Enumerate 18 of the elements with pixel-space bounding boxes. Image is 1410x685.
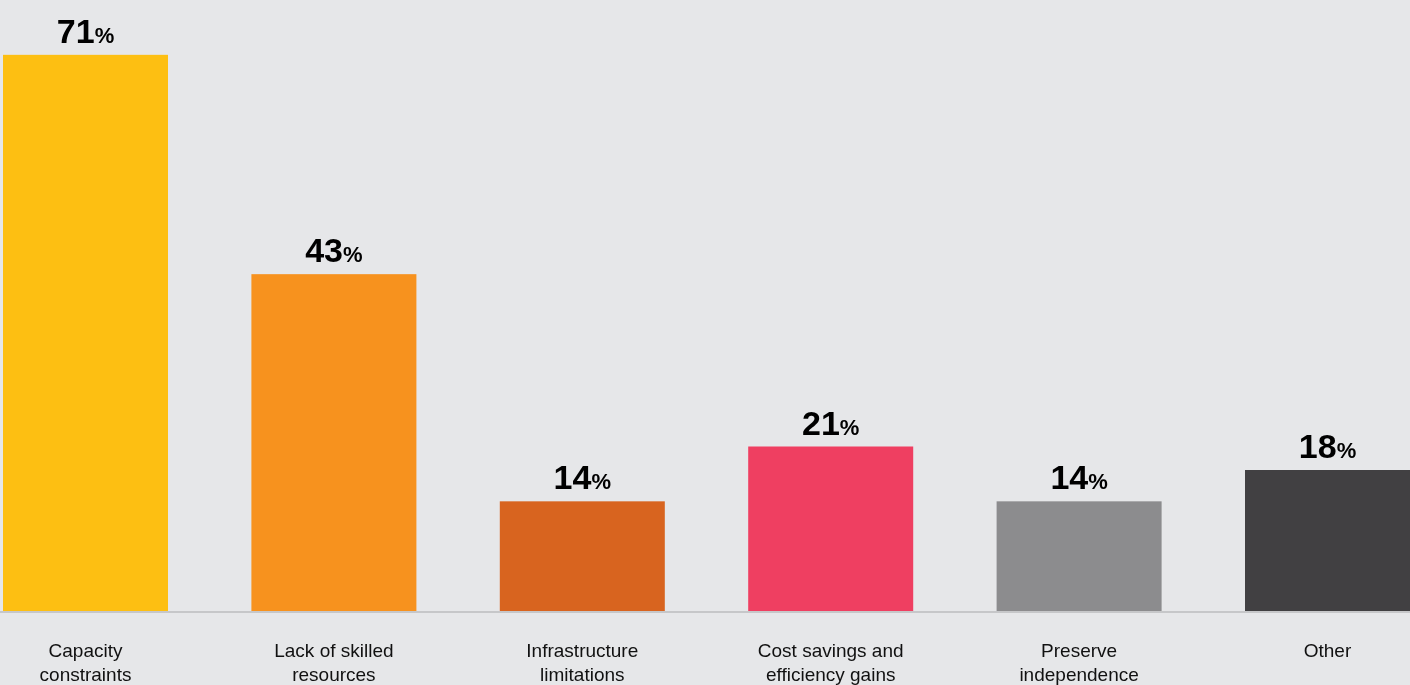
data-label: 71% [56, 11, 115, 50]
bar [3, 54, 168, 611]
bar [996, 501, 1162, 611]
data-label: 18% [1298, 427, 1357, 465]
x-tick-label: Infrastructure limitations [526, 640, 639, 685]
bar [748, 446, 914, 611]
bar [499, 501, 665, 611]
data-label: 43% [305, 231, 363, 270]
data-label: 14% [553, 458, 611, 497]
bar [1245, 470, 1410, 611]
x-tick-label: Cost savings and efficiency gains [757, 640, 904, 685]
x-tick-label: Lack of skilled resources [274, 640, 394, 685]
x-tick-label: Capacity constraints [39, 640, 132, 685]
bar [251, 274, 417, 611]
data-label: 14% [1050, 458, 1108, 497]
x-tick-label: Other [1303, 640, 1352, 661]
data-label: 21% [802, 403, 860, 442]
x-tick-label: Preserve independence [1019, 640, 1139, 685]
